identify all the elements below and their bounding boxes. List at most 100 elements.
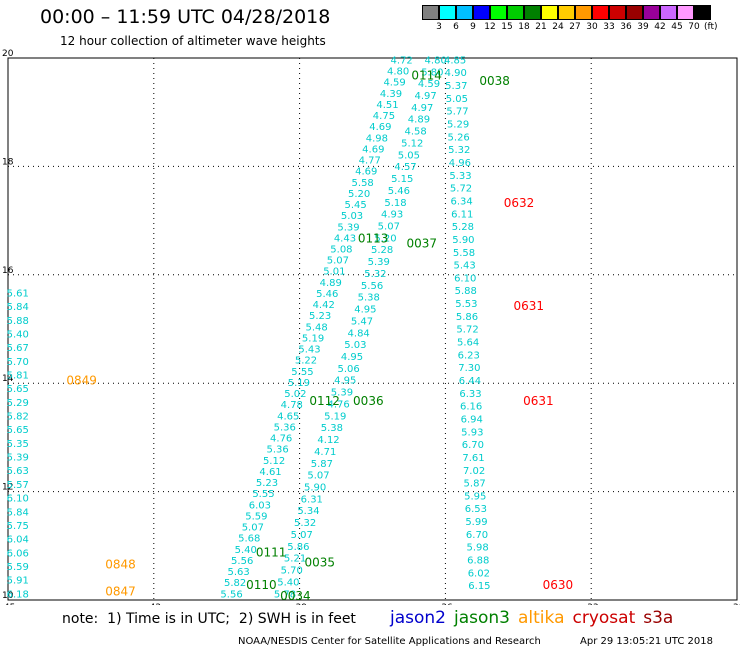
swh-value-label: 4.69: [362, 144, 384, 155]
swh-value-label: 5.77: [446, 107, 468, 118]
colorbar-swatch: [524, 5, 541, 20]
colorbar-label: 9: [470, 22, 476, 32]
swh-value-label: 5.19: [302, 333, 324, 344]
swh-value-label: 4.89: [320, 278, 342, 289]
swh-value-label: 5.88: [7, 316, 29, 327]
colorbar-swatch: [677, 5, 694, 20]
swh-value-label: 5.58: [453, 248, 475, 259]
credit-text: NOAA/NESDIS Center for Satellite Applica…: [238, 636, 541, 647]
swh-value-label: 5.55: [291, 367, 313, 378]
swh-value-label: 4.71: [314, 447, 336, 458]
swh-value-label: 5.58: [352, 178, 374, 189]
swh-value-label: 4.76: [327, 399, 349, 410]
swh-value-label: 6.44: [459, 376, 481, 387]
swh-value-label: 5.67: [7, 343, 29, 354]
swh-value-label: 6.23: [458, 350, 480, 361]
swh-value-label: 5.32: [448, 145, 470, 156]
swh-value-label: 5.90: [304, 483, 326, 494]
swh-value-label: 5.82: [224, 578, 246, 589]
swh-value-label: 5.68: [238, 534, 260, 545]
swh-value-label: 7.61: [462, 453, 484, 464]
swh-value-label: 5.39: [337, 222, 359, 233]
swh-value-label: 6.03: [249, 500, 271, 511]
generated-timestamp: Apr 29 13:05:21 UTC 2018: [580, 636, 713, 647]
pass-time-label: 0847: [105, 585, 136, 599]
swh-value-label: 5.38: [358, 293, 380, 304]
swh-value-label: 5.40: [277, 577, 299, 588]
swh-value-label: 4.57: [394, 162, 416, 173]
colorbar-swatch: [456, 5, 473, 20]
note-text: note: 1) Time is in UTC; 2) SWH is in fe…: [62, 611, 356, 627]
swh-value-label: 5.28: [371, 245, 393, 256]
swh-value-label: 5.29: [447, 120, 469, 131]
y-tick-label: 20: [2, 49, 14, 59]
swh-value-label: 5.99: [465, 517, 487, 528]
pass-time-label: 0630: [543, 578, 574, 592]
y-tick-label: 16: [2, 266, 14, 276]
swh-value-label: 4.95: [341, 352, 363, 363]
swh-value-label: 5.19: [288, 378, 310, 389]
swh-value-label: 5.56: [361, 281, 383, 292]
swh-value-label: 4.77: [359, 156, 381, 167]
swh-value-label: 4.43: [334, 233, 356, 244]
swh-value-label: 5.38: [321, 423, 343, 434]
swh-value-label: 5.56: [220, 589, 242, 600]
pass-time-label: 0631: [523, 394, 554, 408]
swh-value-label: 4.72: [391, 55, 413, 66]
colorbar-swatch: [507, 5, 524, 20]
swh-value-label: 7.30: [458, 363, 480, 374]
pass-time-label: 0849: [66, 373, 97, 387]
swh-value-label: 5.57: [7, 480, 29, 491]
colorbar-unit: (ft): [704, 22, 718, 32]
swh-value-label: 4.69: [369, 122, 391, 133]
swh-value-label: 5.29: [7, 398, 29, 409]
swh-value-label: 5.87: [311, 459, 333, 470]
swh-value-label: 5.43: [453, 261, 475, 272]
pass-time-label: 0037: [407, 237, 438, 251]
swh-value-label: 5.84: [7, 507, 29, 518]
swh-value-label: 5.28: [452, 222, 474, 233]
swh-value-label: 5.07: [242, 523, 264, 534]
swh-value-label: 5.78: [274, 589, 296, 600]
x-tick-label: -36: [438, 603, 453, 605]
swh-value-label: 5.07: [378, 222, 400, 233]
y-tick-label: 10: [2, 591, 14, 601]
swh-value-label: 6.94: [461, 414, 483, 425]
chart-title: 00:00 – 11:59 UTC 04/28/2018: [40, 6, 331, 28]
swh-value-label: 5.72: [456, 325, 478, 336]
colorbar-label: 70: [688, 22, 700, 32]
swh-value-label: 5.19: [324, 411, 346, 422]
swh-value-label: 5.01: [323, 267, 345, 278]
swh-value-label: 5.63: [7, 466, 29, 477]
swh-value-label: 5.56: [231, 556, 253, 567]
swh-value-label: 5.36: [266, 445, 288, 456]
swh-value-label: 5.59: [7, 562, 29, 573]
swh-value-label: 5.03: [341, 211, 363, 222]
swh-value-label: 6.53: [465, 504, 487, 515]
swh-value-label: 6.10: [454, 273, 476, 284]
swh-value-label: 5.86: [287, 542, 309, 553]
swh-value-label: 4.39: [380, 89, 402, 100]
swh-value-label: 5.07: [327, 256, 349, 267]
colorbar-label: 18: [518, 22, 530, 32]
swh-value-label: 6.04: [7, 535, 29, 546]
swh-value-label: 5.39: [7, 453, 29, 464]
pass-time-label: 0848: [105, 558, 136, 572]
swh-value-label: 5.07: [291, 530, 313, 541]
swh-value-label: 4.95: [354, 305, 376, 316]
legend-entry: s3a: [643, 608, 674, 628]
legend-entry: altika: [518, 608, 565, 628]
swh-value-label: 4.78: [281, 400, 303, 411]
swh-value-label: 5.80: [421, 67, 443, 78]
x-tick-label: -45: [1, 603, 16, 605]
pass-time-label: 0112: [309, 394, 340, 408]
swh-value-label: 4.97: [415, 91, 437, 102]
colorbar-swatch: [694, 5, 711, 20]
swh-value-label: 5.64: [457, 338, 479, 349]
swh-value-label: 5.81: [7, 371, 29, 382]
swh-value-label: 5.03: [344, 340, 366, 351]
swh-value-label: 6.31: [301, 494, 323, 505]
swh-value-label: 4.98: [366, 133, 388, 144]
swh-value-label: 5.90: [452, 235, 474, 246]
swh-value-label: 5.23: [256, 478, 278, 489]
